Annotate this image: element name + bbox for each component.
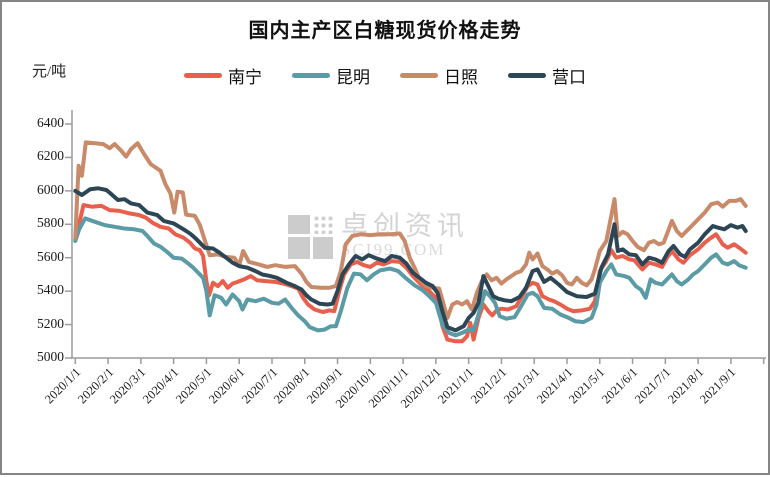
chart-legend: 南宁 昆明 日照 营口 [2,63,768,88]
chart-title: 国内主产区白糖现货价格走势 [248,20,522,42]
watermark-logo-square [313,237,333,259]
legend-item-yingkou: 营口 [508,63,586,88]
watermark-site: SCI99.COM [341,240,446,259]
y-axis-tick-label: 5000 [37,349,64,364]
nanning-line-swatch [184,73,222,78]
series-line-rizhao [73,140,748,320]
legend-label-kunming: 昆明 [336,68,370,87]
y-axis-tick-label: 5600 [37,248,64,264]
series-line-nanning [73,203,748,344]
kunming-line-swatch [292,73,330,78]
y-axis-tick-label: 5400 [37,282,64,298]
series-line-kunming [73,216,748,338]
legend-item-kunming: 昆明 [292,63,370,88]
watermark-logo-icon [288,215,333,259]
series-line-yingkou [73,186,748,333]
y-axis-unit-label: 元/吨 [32,64,67,80]
y-axis-tick-label: 6400 [37,115,64,130]
y-axis-tick-label: 6200 [37,148,64,164]
legend-label-rizhao: 日照 [444,68,478,87]
y-axis-tick-label: 5200 [37,315,64,331]
y-axis-tick-label: 6000 [37,181,64,197]
legend-label-yingkou: 营口 [552,68,586,87]
watermark-logo-square [288,215,310,234]
legend-item-nanning: 南宁 [184,63,262,88]
watermark: 卓创资讯 SCI99.COM [288,212,469,259]
rizhao-line-swatch [400,73,438,78]
y-axis-tick-label: 5800 [37,215,64,231]
watermark-logo-square [288,237,310,259]
legend-label-nanning: 南宁 [228,68,262,87]
watermark-logo-dots [313,215,333,234]
yingkou-line-swatch [508,73,546,78]
legend-item-rizhao: 日照 [400,63,478,88]
